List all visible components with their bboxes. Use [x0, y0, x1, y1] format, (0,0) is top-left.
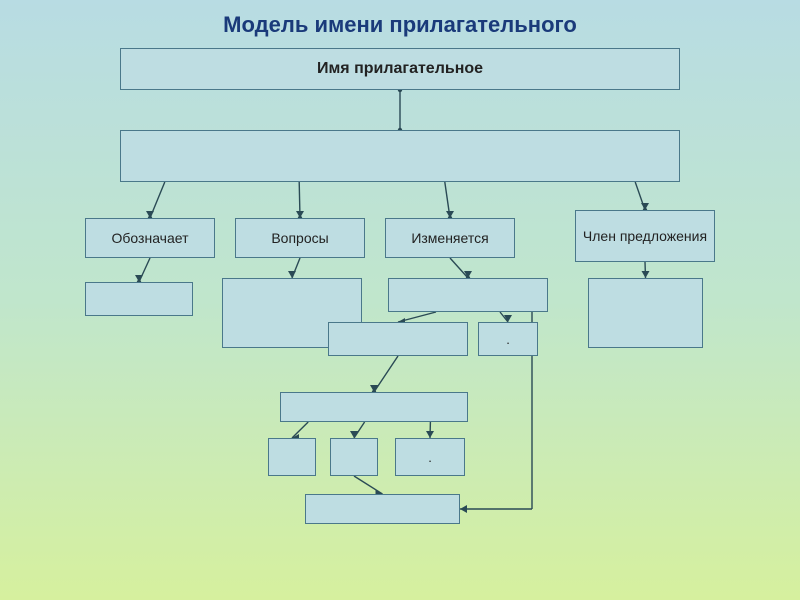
diagram-canvas: Модель имени прилагательного Имя прилага…	[0, 0, 800, 600]
node-g3: .	[395, 438, 465, 476]
node-h0	[305, 494, 460, 524]
node-c4: Член предложения	[575, 210, 715, 262]
node-d3	[388, 278, 548, 312]
node-f0	[280, 392, 468, 422]
node-e2: .	[478, 322, 538, 356]
node-g1	[268, 438, 316, 476]
node-c2: Вопросы	[235, 218, 365, 258]
node-blank1	[120, 130, 680, 182]
node-g2	[330, 438, 378, 476]
node-d4	[588, 278, 703, 348]
node-c3: Изменяется	[385, 218, 515, 258]
node-c1: Обозначает	[85, 218, 215, 258]
diagram-title: Модель имени прилагательного	[170, 12, 630, 42]
node-root: Имя прилагательное	[120, 48, 680, 90]
node-d1	[85, 282, 193, 316]
node-e1	[328, 322, 468, 356]
